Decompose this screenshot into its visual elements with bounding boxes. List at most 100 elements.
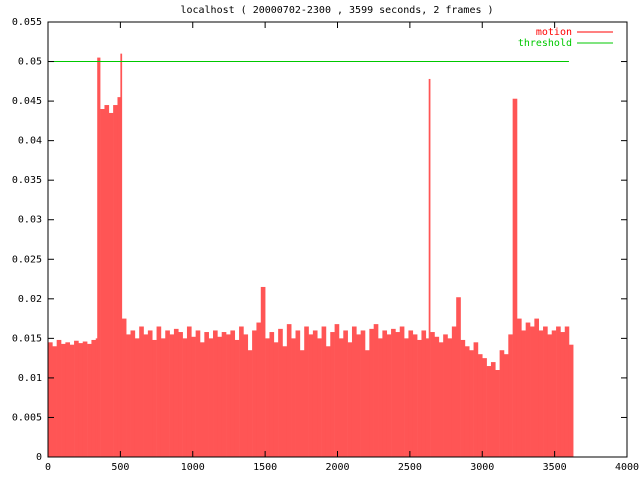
impulse-bar	[113, 105, 118, 457]
x-tick-label: 500	[111, 462, 129, 473]
y-tick-label: 0.03	[18, 215, 42, 226]
x-tick-label: 1000	[181, 462, 205, 473]
impulse-bar	[378, 338, 383, 457]
impulse-bar	[460, 339, 466, 457]
impulse-bar	[278, 328, 283, 457]
impulse-bar	[330, 332, 335, 457]
impulse-bar	[65, 342, 71, 457]
impulse-bar	[356, 334, 361, 457]
y-tick-label: 0.045	[12, 96, 42, 107]
impulse-bar	[412, 334, 418, 457]
impulse-bar	[473, 342, 479, 457]
impulse-bar	[74, 340, 79, 457]
impulse-bar	[78, 343, 84, 457]
impulse-bar	[97, 57, 101, 457]
impulse-bar	[191, 336, 196, 457]
impulse-bar	[269, 332, 275, 457]
impulse-bar	[325, 346, 331, 457]
impulse-bar	[104, 105, 110, 457]
impulse-bar	[428, 78, 431, 457]
impulse-bar	[221, 332, 227, 457]
impulse-bar	[369, 328, 374, 457]
impulse-bar	[499, 350, 505, 457]
x-tick-label: 3000	[470, 462, 494, 473]
impulse-bar	[295, 330, 301, 457]
impulse-bar	[134, 338, 140, 457]
impulse-bar	[178, 332, 183, 457]
legend-label: threshold	[518, 38, 572, 49]
impulse-bar	[443, 334, 448, 457]
impulse-bar	[226, 334, 231, 457]
impulse-bar	[486, 366, 492, 457]
impulse-bar	[417, 339, 422, 457]
impulse-bar	[551, 330, 557, 457]
impulse-bar	[547, 334, 553, 457]
impulse-bar	[87, 343, 92, 457]
x-tick-label: 1500	[253, 462, 277, 473]
y-tick-label: 0.035	[12, 175, 42, 186]
x-tick-label: 2000	[325, 462, 349, 473]
y-tick-label: 0.01	[18, 373, 42, 384]
impulse-bar	[182, 338, 188, 457]
chart-title: localhost ( 20000702-2300 , 3599 seconds…	[180, 5, 493, 16]
impulse-bar	[282, 346, 288, 457]
impulse-bar	[286, 324, 292, 457]
impulse-bar	[317, 338, 322, 457]
impulse-bar	[482, 358, 487, 457]
impulse-bar	[456, 297, 461, 457]
impulse-bar	[120, 53, 123, 458]
impulse-bar	[338, 338, 344, 457]
impulse-bar	[256, 322, 262, 457]
impulse-bar	[508, 334, 513, 457]
impulse-bar	[391, 328, 396, 457]
impulse-bar	[152, 339, 157, 457]
impulse-bar	[421, 330, 427, 457]
impulse-bar	[186, 326, 192, 457]
impulse-bar	[82, 341, 88, 457]
impulse-bar	[308, 334, 314, 457]
impulse-bar	[382, 330, 388, 457]
impulse-bar	[534, 318, 540, 457]
impulse-bar	[247, 350, 253, 457]
x-tick-label: 3500	[543, 462, 567, 473]
impulse-bar	[126, 334, 131, 457]
impulse-bar	[143, 334, 149, 457]
impulse-bar	[525, 322, 531, 457]
impulse-bar	[399, 326, 405, 457]
impulse-bar	[464, 346, 470, 457]
impulse-bar	[61, 343, 66, 457]
impulse-bar	[95, 338, 98, 457]
impulse-bar	[503, 354, 509, 457]
impulse-bar	[239, 326, 244, 457]
impulse-bar	[291, 338, 296, 457]
impulse-bar	[217, 336, 222, 457]
impulse-bar	[252, 330, 257, 457]
impulse-bar	[538, 330, 544, 457]
impulse-bar	[160, 338, 166, 457]
legend-label: motion	[536, 27, 572, 38]
impulse-bar	[395, 332, 401, 457]
impulse-bar	[48, 342, 53, 457]
impulse-bar	[438, 342, 444, 457]
impulse-bar	[386, 334, 392, 457]
impulse-bar	[360, 330, 366, 457]
impulse-bar	[208, 338, 214, 457]
impulse-bar	[199, 342, 205, 457]
impulse-bar	[230, 330, 236, 457]
impulse-bar	[351, 326, 357, 457]
impulse-bar	[334, 324, 340, 457]
impulse-bar	[564, 326, 570, 457]
impulse-bar	[130, 330, 136, 457]
impulse-bar	[477, 354, 483, 457]
impulse-bar	[408, 330, 414, 457]
impulse-bar	[530, 326, 535, 457]
impulse-bar	[560, 332, 566, 457]
impulse-bar	[434, 336, 440, 457]
impulse-bar	[521, 330, 526, 457]
impulse-bar	[204, 332, 209, 457]
impulse-bar	[321, 326, 327, 457]
impulse-bar	[260, 286, 266, 457]
impulse-bar	[404, 338, 409, 457]
impulse-bar	[490, 362, 496, 457]
